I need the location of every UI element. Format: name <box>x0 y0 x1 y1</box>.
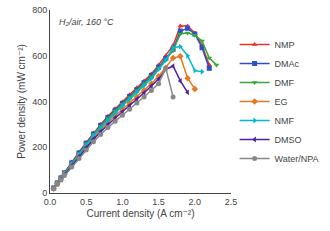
svg-text:NMF: NMF <box>275 116 295 126</box>
svg-text:Current density (A cm⁻²): Current density (A cm⁻²) <box>86 208 194 219</box>
svg-text:800: 800 <box>32 5 47 15</box>
svg-text:2.0: 2.0 <box>189 197 202 207</box>
svg-text:200: 200 <box>32 142 47 152</box>
svg-text:DMF: DMF <box>275 78 295 88</box>
svg-text:Water/NPA: Water/NPA <box>275 154 319 164</box>
svg-text:Power density (mW cm⁻²): Power density (mW cm⁻²) <box>16 44 27 159</box>
svg-text:H₂/air, 160 °C: H₂/air, 160 °C <box>59 17 114 27</box>
svg-text:0.0: 0.0 <box>44 197 57 207</box>
svg-text:EG: EG <box>275 97 288 107</box>
svg-text:2.5: 2.5 <box>225 197 238 207</box>
svg-text:0.5: 0.5 <box>80 197 93 207</box>
svg-text:1.5: 1.5 <box>152 197 165 207</box>
svg-text:DMAc: DMAc <box>275 59 300 69</box>
svg-text:1.0: 1.0 <box>116 197 129 207</box>
svg-text:400: 400 <box>32 97 47 107</box>
svg-text:0: 0 <box>42 188 47 198</box>
svg-text:DMSO: DMSO <box>275 135 302 145</box>
svg-text:600: 600 <box>32 51 47 61</box>
svg-text:NMP: NMP <box>275 40 295 50</box>
